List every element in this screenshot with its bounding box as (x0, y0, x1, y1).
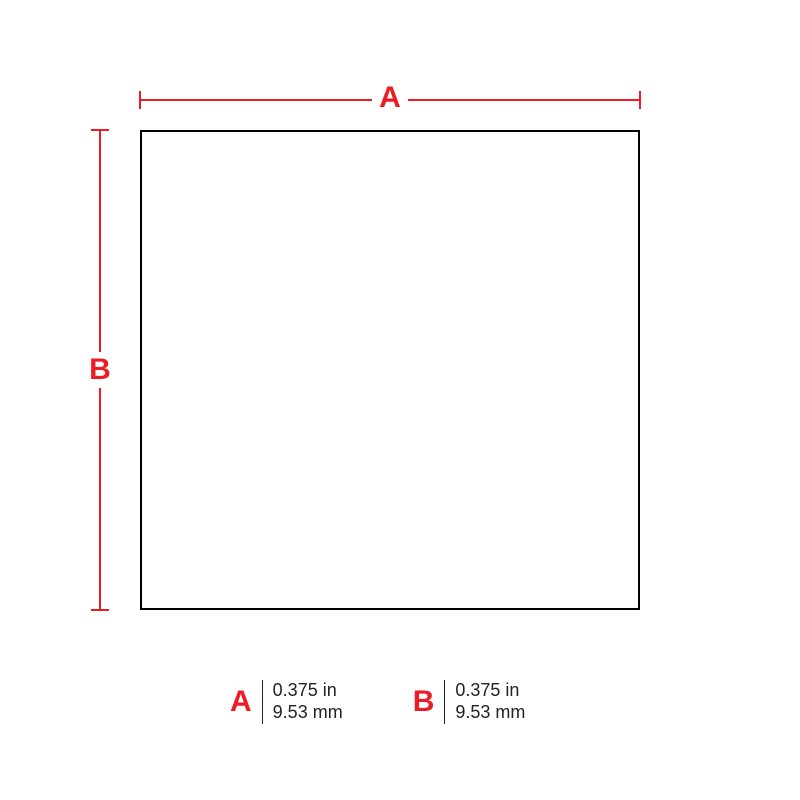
dimension-label-b: B (80, 353, 120, 387)
legend-b-inches: 0.375 in (455, 680, 525, 702)
legend-item-a: A 0.375 in 9.53 mm (230, 680, 343, 724)
legend-letter-b: B (413, 685, 435, 719)
legend-values-b: 0.375 in 9.53 mm (455, 680, 525, 723)
legend-separator (262, 680, 263, 724)
dimension-legend: A 0.375 in 9.53 mm B 0.375 in 9.53 mm (230, 680, 525, 724)
legend-separator (444, 680, 445, 724)
legend-values-a: 0.375 in 9.53 mm (273, 680, 343, 723)
legend-letter-a: A (230, 685, 252, 719)
diagram-canvas: A B A 0.375 in 9.53 mm B 0.375 in 9.53 m… (0, 0, 800, 800)
legend-a-inches: 0.375 in (273, 680, 343, 702)
legend-a-mm: 9.53 mm (273, 702, 343, 724)
label-shape-rectangle (140, 130, 640, 610)
legend-item-b: B 0.375 in 9.53 mm (413, 680, 526, 724)
legend-b-mm: 9.53 mm (455, 702, 525, 724)
